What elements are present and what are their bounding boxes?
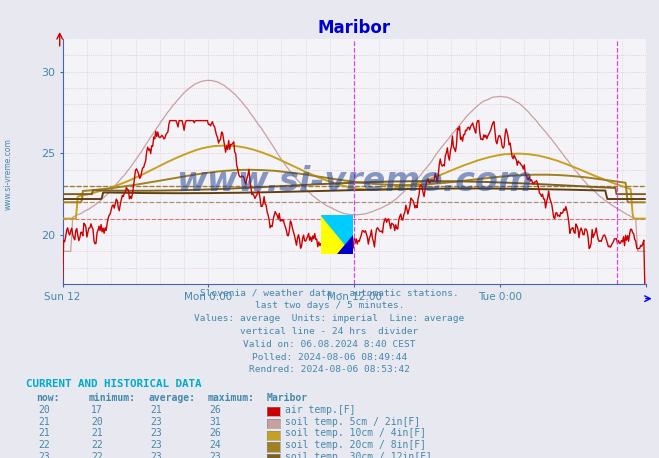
Text: 21: 21 xyxy=(38,429,50,438)
Text: soil temp. 10cm / 4in[F]: soil temp. 10cm / 4in[F] xyxy=(285,429,426,438)
Text: maximum:: maximum: xyxy=(208,393,254,403)
Text: vertical line - 24 hrs  divider: vertical line - 24 hrs divider xyxy=(241,327,418,336)
Text: 23: 23 xyxy=(38,453,50,458)
Text: minimum:: minimum: xyxy=(89,393,136,403)
Text: 22: 22 xyxy=(38,441,50,450)
Text: 24: 24 xyxy=(210,441,221,450)
Text: 26: 26 xyxy=(210,429,221,438)
Text: Slovenia / weather data - automatic stations.: Slovenia / weather data - automatic stat… xyxy=(200,289,459,297)
Text: average:: average: xyxy=(148,393,195,403)
Text: 26: 26 xyxy=(210,405,221,414)
Text: 23: 23 xyxy=(150,453,162,458)
Text: 23: 23 xyxy=(150,441,162,450)
Text: soil temp. 30cm / 12in[F]: soil temp. 30cm / 12in[F] xyxy=(285,453,432,458)
Polygon shape xyxy=(321,215,353,254)
Polygon shape xyxy=(321,215,353,254)
Text: 21: 21 xyxy=(150,405,162,414)
Text: Maribor: Maribor xyxy=(267,393,308,403)
Text: 17: 17 xyxy=(91,405,103,414)
Text: 21: 21 xyxy=(38,417,50,426)
Text: Values: average  Units: imperial  Line: average: Values: average Units: imperial Line: av… xyxy=(194,314,465,323)
Text: 23: 23 xyxy=(150,417,162,426)
Text: 20: 20 xyxy=(91,417,103,426)
Text: 23: 23 xyxy=(150,429,162,438)
Text: last two days / 5 minutes.: last two days / 5 minutes. xyxy=(255,301,404,310)
Text: 23: 23 xyxy=(210,453,221,458)
Text: CURRENT AND HISTORICAL DATA: CURRENT AND HISTORICAL DATA xyxy=(26,379,202,389)
Text: 21: 21 xyxy=(91,429,103,438)
Text: soil temp. 20cm / 8in[F]: soil temp. 20cm / 8in[F] xyxy=(285,441,426,450)
Text: Valid on: 06.08.2024 8:40 CEST: Valid on: 06.08.2024 8:40 CEST xyxy=(243,340,416,349)
Text: 20: 20 xyxy=(38,405,50,414)
Text: now:: now: xyxy=(36,393,60,403)
Polygon shape xyxy=(337,234,353,254)
Text: www.si-vreme.com: www.si-vreme.com xyxy=(3,138,13,210)
Text: air temp.[F]: air temp.[F] xyxy=(285,405,355,414)
Text: www.si-vreme.com: www.si-vreme.com xyxy=(176,164,532,197)
Text: Rendred: 2024-08-06 08:53:42: Rendred: 2024-08-06 08:53:42 xyxy=(249,365,410,374)
Title: Maribor: Maribor xyxy=(318,19,391,38)
Text: 22: 22 xyxy=(91,441,103,450)
Text: 31: 31 xyxy=(210,417,221,426)
Text: 22: 22 xyxy=(91,453,103,458)
Text: Polled: 2024-08-06 08:49:44: Polled: 2024-08-06 08:49:44 xyxy=(252,353,407,361)
Text: soil temp. 5cm / 2in[F]: soil temp. 5cm / 2in[F] xyxy=(285,417,420,426)
